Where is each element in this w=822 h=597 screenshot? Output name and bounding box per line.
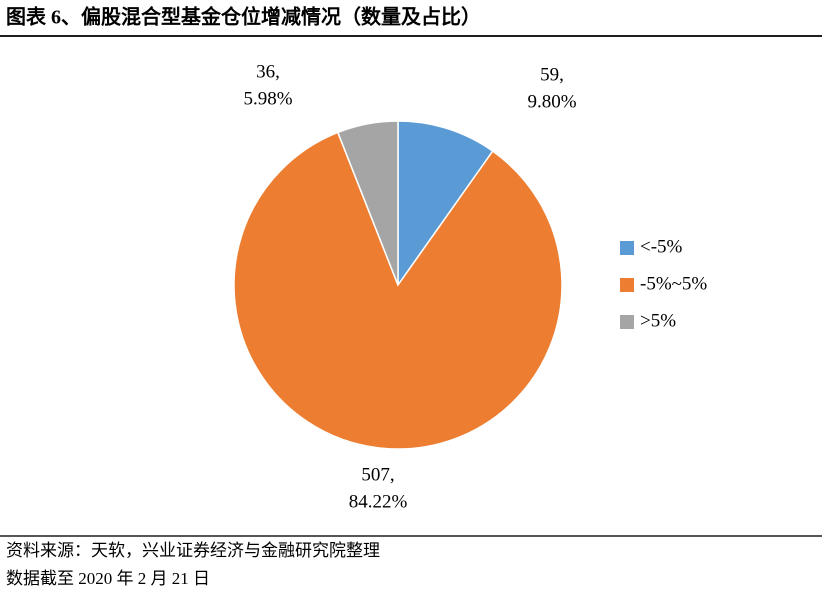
data-label-percent: 84.22% <box>349 491 408 512</box>
legend-swatch <box>620 315 634 329</box>
pie-slice <box>233 131 563 450</box>
legend-swatch <box>620 278 634 292</box>
legend-label: >5% <box>640 310 676 331</box>
legend-swatch <box>620 241 634 255</box>
pie-slice <box>397 120 494 288</box>
data-label-percent: 5.98% <box>243 88 292 109</box>
data-label-count: 507, <box>361 464 394 485</box>
legend-label: <-5% <box>640 236 683 257</box>
data-label-count: 36, <box>256 61 280 82</box>
data-label-count: 59, <box>540 64 564 85</box>
legend-label: -5%~5% <box>640 273 707 294</box>
chart-title: 图表 6、偏股混合型基金仓位增减情况（数量及占比） <box>6 5 481 29</box>
note: 数据截至 2020 年 2 月 21 日 <box>6 569 210 588</box>
data-label-percent: 9.80% <box>527 91 576 112</box>
pie-slice <box>336 120 399 286</box>
source: 资料来源：天软，兴业证券经济与金融研究院整理 <box>6 541 380 560</box>
